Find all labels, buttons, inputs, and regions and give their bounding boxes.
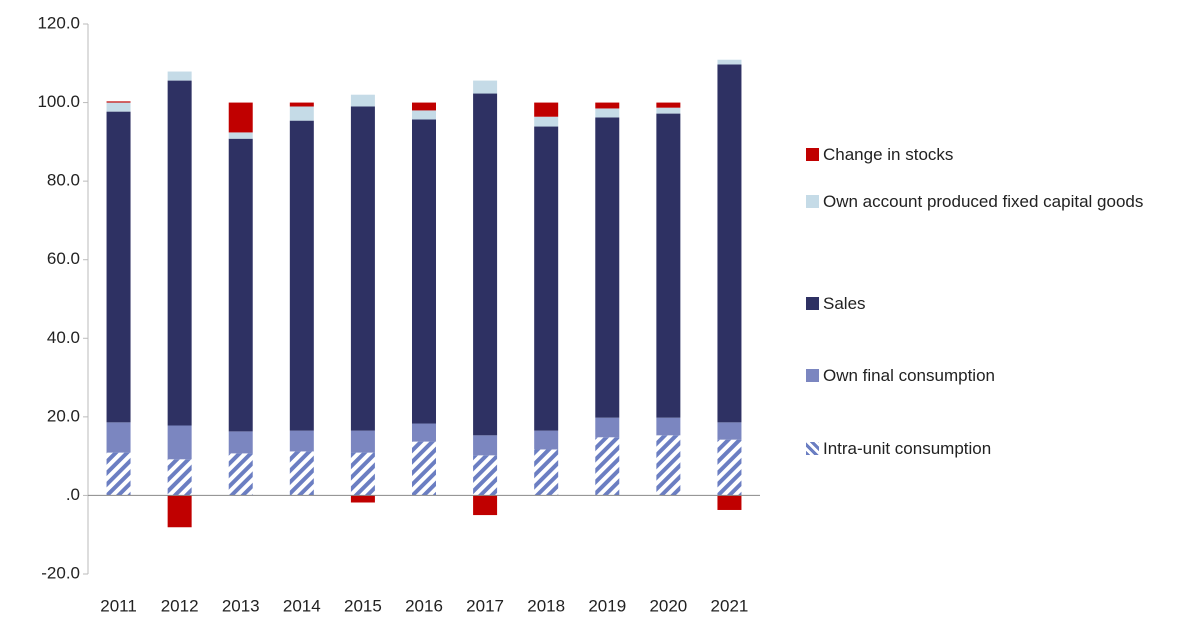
bar-segment [350,106,375,431]
legend-label: Intra-unit consumption [823,439,992,458]
bar-segment [350,94,375,107]
x-tick-label: 2014 [283,596,321,615]
bar-segment [717,59,742,65]
legend-entry: Own account produced fixed capital goods [806,189,1176,215]
bar-segment [412,110,436,120]
x-tick-label: 2017 [466,596,504,615]
legend-entry: Change in stocks [806,142,1176,168]
bar-segment [534,430,559,450]
bar-segment [656,102,681,108]
chart: -20.0 .0 20.0 40.0 60.0 80.0 100.0 120.0 2011 201… [37,13,760,615]
legend-swatch [806,369,819,382]
bar-segment [228,138,253,432]
bar-segment [412,102,436,111]
bar-segment [350,430,375,453]
y-tick-label: 80.0 [47,171,80,190]
x-tick-label: 2013 [222,596,260,615]
bar-segment [228,453,253,496]
x-tick-label: 2012 [161,596,199,615]
bar-segment [350,452,375,496]
bar-segment [595,417,620,438]
bar-segment [167,80,192,426]
legend-swatch [806,148,819,161]
bar-segment [595,102,620,109]
y-tick-label: 100.0 [37,92,80,111]
bar-segment [350,495,375,503]
x-tick-label: 2015 [344,596,382,615]
bar-segment [289,451,314,496]
bar-segment [473,435,498,456]
bar-segment [289,102,314,107]
x-tick-label: 2019 [588,596,626,615]
legend-swatch [806,195,819,208]
bar-segment [473,80,498,94]
bar-segment [106,422,131,453]
bar-segment [228,431,253,454]
bar-segment [534,126,559,431]
legend-label: Own final consumption [823,366,995,385]
bar-segment [656,435,681,496]
legend-swatch [806,297,819,310]
bar-segment [289,120,314,431]
bar-segment [167,425,192,460]
legend-label: Sales [823,294,866,313]
bar-segment [412,119,436,424]
legend-swatch [806,442,819,455]
bar-segment [717,495,742,510]
x-tick-label: 2021 [711,596,749,615]
bar-segment [412,441,436,496]
bar-segment [167,71,192,81]
bar-segment [228,132,253,139]
bar-segment [595,437,620,496]
bar-segment [717,422,742,440]
bar-segment [106,111,131,423]
legend-entry: Sales [806,291,1176,317]
y-tick-label: 120.0 [37,13,80,32]
legend-label: Change in stocks [823,145,954,164]
bar-segment [717,64,742,423]
bar-segment [289,106,314,121]
bar-segment [534,116,559,127]
bar-segment [656,417,681,436]
legend: Change in stocks Own account produced fix… [806,0,1180,617]
y-tick-label: 20.0 [47,406,80,425]
bar-segment [595,117,620,418]
x-tick-label: 2018 [527,596,565,615]
y-tick-label: -20.0 [41,563,80,582]
bar-segment [106,101,131,103]
bar-segment [473,93,498,436]
bar-segment [595,108,620,118]
x-tick-label: 2016 [405,596,443,615]
bar-segment [473,495,498,516]
y-tick-label: .0 [66,485,80,504]
bar-segment [534,102,559,117]
bar-segment [717,439,742,496]
x-tick-label: 2011 [100,596,137,615]
legend-entry: Intra-unit consumption [806,436,1176,462]
bar-segment [473,455,498,496]
bar-segment [106,102,131,112]
legend-label: Own account produced fixed capital goods [823,192,1144,211]
bar-segment [228,102,253,133]
bar-segment [167,495,192,528]
y-tick-label: 60.0 [47,249,80,268]
bar-segment [656,113,681,418]
y-tick-label: 40.0 [47,328,80,347]
bar-segment [106,452,131,496]
bar-segment [534,449,559,496]
x-tick-label: 2020 [649,596,687,615]
bar-segment [289,430,314,452]
bar-segment [656,107,681,114]
bar-segment [167,459,192,496]
bar-segment [412,423,436,442]
legend-entry: Own final consumption [806,363,1176,389]
